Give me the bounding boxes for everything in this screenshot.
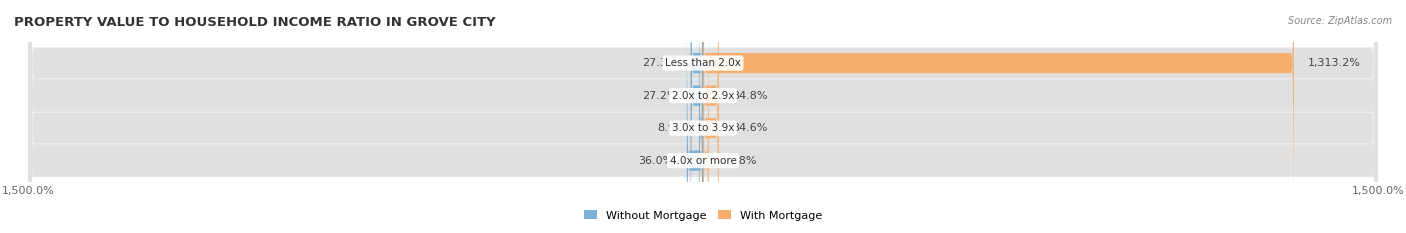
Text: Source: ZipAtlas.com: Source: ZipAtlas.com [1288,16,1392,26]
Text: 3.0x to 3.9x: 3.0x to 3.9x [672,123,734,133]
FancyBboxPatch shape [28,0,1378,233]
FancyBboxPatch shape [703,0,709,233]
FancyBboxPatch shape [28,0,1378,233]
Text: 27.2%: 27.2% [641,91,678,101]
FancyBboxPatch shape [686,0,703,233]
Text: PROPERTY VALUE TO HOUSEHOLD INCOME RATIO IN GROVE CITY: PROPERTY VALUE TO HOUSEHOLD INCOME RATIO… [14,16,496,29]
FancyBboxPatch shape [690,0,703,233]
Text: 8.9%: 8.9% [657,123,686,133]
FancyBboxPatch shape [28,0,1378,233]
FancyBboxPatch shape [703,0,718,233]
Bar [28,112,1378,144]
Legend: Without Mortgage, With Mortgage: Without Mortgage, With Mortgage [579,206,827,225]
FancyBboxPatch shape [690,0,703,233]
Text: 2.0x to 2.9x: 2.0x to 2.9x [672,91,734,101]
Bar [28,79,1378,112]
FancyBboxPatch shape [703,0,718,233]
Bar [28,47,1378,79]
FancyBboxPatch shape [699,0,703,233]
FancyBboxPatch shape [28,0,1378,233]
Text: Less than 2.0x: Less than 2.0x [665,58,741,68]
Text: 12.8%: 12.8% [723,156,758,166]
Text: 27.3%: 27.3% [641,58,678,68]
Text: 1,313.2%: 1,313.2% [1308,58,1360,68]
Text: 36.0%: 36.0% [638,156,673,166]
FancyBboxPatch shape [703,0,1294,233]
Text: 34.6%: 34.6% [733,123,768,133]
Text: 34.8%: 34.8% [733,91,768,101]
Text: 4.0x or more: 4.0x or more [669,156,737,166]
Bar [28,144,1378,177]
